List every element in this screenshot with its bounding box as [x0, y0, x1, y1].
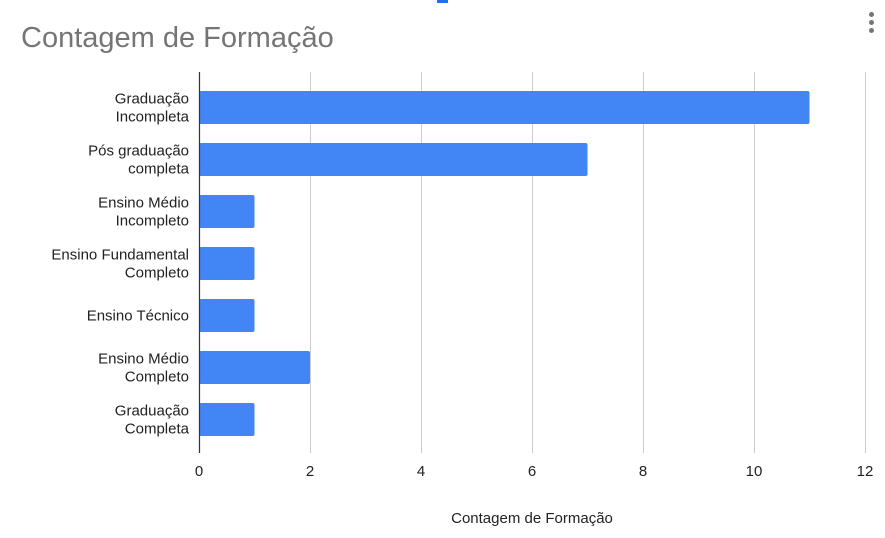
x-tick-label: 6: [528, 463, 536, 480]
bar[interactable]: [199, 247, 255, 280]
gridlines: [310, 72, 866, 453]
x-axis-title: Contagem de Formação: [451, 510, 613, 527]
y-category-label: Ensino Fundamental Completo: [51, 247, 189, 282]
bar[interactable]: [199, 299, 255, 332]
y-category-label: Pós graduação completa: [88, 143, 190, 178]
y-category-label: Ensino Médio Completo: [98, 351, 189, 386]
menu-dot: [869, 12, 874, 17]
more-vert-icon[interactable]: [864, 10, 880, 38]
labels: 0 2 4 6 8 10 12 Graduação Incompleta Pós graduaçã…: [51, 91, 873, 481]
y-category-label: Graduação Completa: [115, 403, 190, 438]
bar[interactable]: [199, 91, 810, 124]
x-tick-label: 2: [306, 463, 314, 480]
x-tick-label: 8: [639, 463, 647, 480]
y-category-label: Ensino Médio Incompleto: [98, 195, 189, 230]
bars: [199, 91, 810, 436]
bar[interactable]: [199, 143, 588, 176]
x-tick-label: 0: [195, 463, 203, 480]
x-tick-label: 12: [857, 463, 874, 480]
y-category-label: Graduação Incompleta: [115, 91, 190, 126]
x-tick-label: 10: [746, 463, 763, 480]
bar[interactable]: [199, 351, 310, 384]
menu-dot: [869, 28, 874, 33]
selection-marker: [437, 0, 448, 3]
bar[interactable]: [199, 195, 255, 228]
bar[interactable]: [199, 403, 255, 436]
y-category-label: Ensino Técnico: [87, 308, 189, 325]
menu-dot: [869, 20, 874, 25]
x-tick-label: 4: [417, 463, 425, 480]
chart-title: Contagem de Formação: [21, 22, 334, 54]
